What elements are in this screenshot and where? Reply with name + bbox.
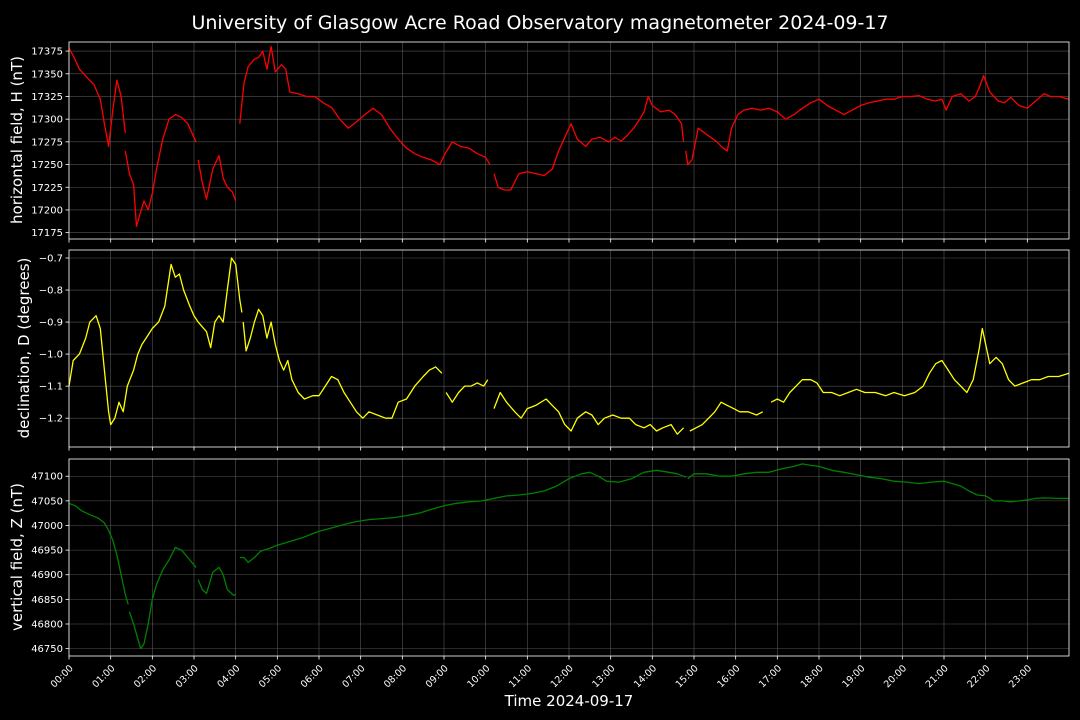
panel-horizontal-field: horizontal field, H (nT) 17175 17200 17225… <box>8 41 1070 243</box>
series-line-segment <box>770 327 1070 403</box>
y-tick-label: −0.7 <box>39 254 63 265</box>
x-tick-label: 05:00 <box>257 663 284 690</box>
x-tick-label: 20:00 <box>882 663 909 690</box>
series-line-segment <box>493 95 685 191</box>
x-tick-label: 19:00 <box>840 663 867 690</box>
series-line-segment <box>239 45 491 166</box>
x-tick-label: 10:00 <box>465 663 492 690</box>
y-tick-label: 46900 <box>31 570 63 581</box>
x-tick-label: 23:00 <box>1007 663 1034 690</box>
y-tick-label: 17225 <box>31 183 63 194</box>
x-tick-label: 08:00 <box>382 663 409 690</box>
y-axis-label-h: horizontal field, H (nT) <box>8 56 26 224</box>
series-line-segment <box>197 566 236 597</box>
x-tick-label: 22:00 <box>965 663 992 690</box>
y-tick-label: 17300 <box>31 115 63 126</box>
x-tick-label: 00:00 <box>49 663 76 690</box>
x-tick-label: 17:00 <box>757 663 784 690</box>
y-tick-label: 46850 <box>31 595 63 606</box>
x-axis-label: Time 2024-09-17 <box>504 692 634 710</box>
series-line-segment <box>68 502 129 605</box>
y-tick-label: −0.8 <box>39 286 63 297</box>
x-tick-label: 02:00 <box>132 663 159 690</box>
y-tick-label: 46750 <box>31 644 63 655</box>
series-line-segment <box>68 257 243 426</box>
x-tick-label: 06:00 <box>299 663 326 690</box>
x-tick-label: 13:00 <box>590 663 617 690</box>
series-line-segment <box>197 154 237 202</box>
y-axis-label-z: vertical field, Z (nT) <box>8 483 26 631</box>
x-tick-label: 01:00 <box>90 663 117 690</box>
y-axis-label-d: declination, D (degrees) <box>15 258 33 439</box>
series-line-segment <box>687 463 1069 503</box>
series-line-segment <box>239 469 686 564</box>
x-tick-label: 12:00 <box>549 663 576 690</box>
y-tick-label: 17250 <box>31 160 63 171</box>
x-tick-label: 09:00 <box>424 663 451 690</box>
x-tick-label: 03:00 <box>174 663 201 690</box>
axes-frame <box>68 41 1070 240</box>
y-tick-label: 46800 <box>31 619 63 630</box>
x-tick-label: 14:00 <box>632 663 659 690</box>
x-tick-label: 18:00 <box>799 663 826 690</box>
x-axis-ticks: 00:00 01:00 02:00 03:00 04:00 05:00 06:00 07:00… <box>49 663 1034 690</box>
y-tick-label: −1.1 <box>39 382 63 393</box>
y-tick-label: −0.9 <box>39 318 63 329</box>
panel-declination: declination, D (degrees) −1.2 −1.1 −1.0 −0.… <box>15 249 1070 451</box>
series-line-segment <box>242 308 443 419</box>
y-tick-label: 47000 <box>31 521 63 532</box>
x-tick-label: 21:00 <box>924 663 951 690</box>
series-line-segment <box>689 401 764 432</box>
axes-frame <box>68 458 1070 657</box>
y-tick-label: 17175 <box>31 228 63 239</box>
y-tick-label: 47050 <box>31 496 63 507</box>
x-tick-label: 07:00 <box>340 663 367 690</box>
x-tick-label: 11:00 <box>507 663 534 690</box>
y-tick-label: 17350 <box>31 69 63 80</box>
x-tick-label: 04:00 <box>215 663 242 690</box>
series-line-segment <box>445 379 489 403</box>
y-tick-label: −1.0 <box>39 350 63 361</box>
y-tick-label: −1.2 <box>39 414 63 425</box>
panel-vertical-field: vertical field, Z (nT) 46750 46800 46850 46… <box>8 458 1070 660</box>
x-tick-label: 15:00 <box>674 663 701 690</box>
series-line-segment <box>685 74 1070 166</box>
series-line-segment <box>68 48 126 148</box>
series-line-segment <box>493 391 685 435</box>
chart-title: University of Glasgow Acre Road Observat… <box>191 12 888 34</box>
y-tick-label: 17200 <box>31 205 63 216</box>
series-line-segment <box>124 113 197 227</box>
axes-frame <box>68 249 1070 448</box>
x-tick-label: 16:00 <box>715 663 742 690</box>
y-tick-label: 46950 <box>31 546 63 557</box>
series-line-segment <box>128 546 197 650</box>
y-tick-label: 47100 <box>31 472 63 483</box>
y-tick-label: 17275 <box>31 137 63 148</box>
y-tick-label: 17375 <box>31 47 63 58</box>
y-tick-label: 17325 <box>31 92 63 103</box>
